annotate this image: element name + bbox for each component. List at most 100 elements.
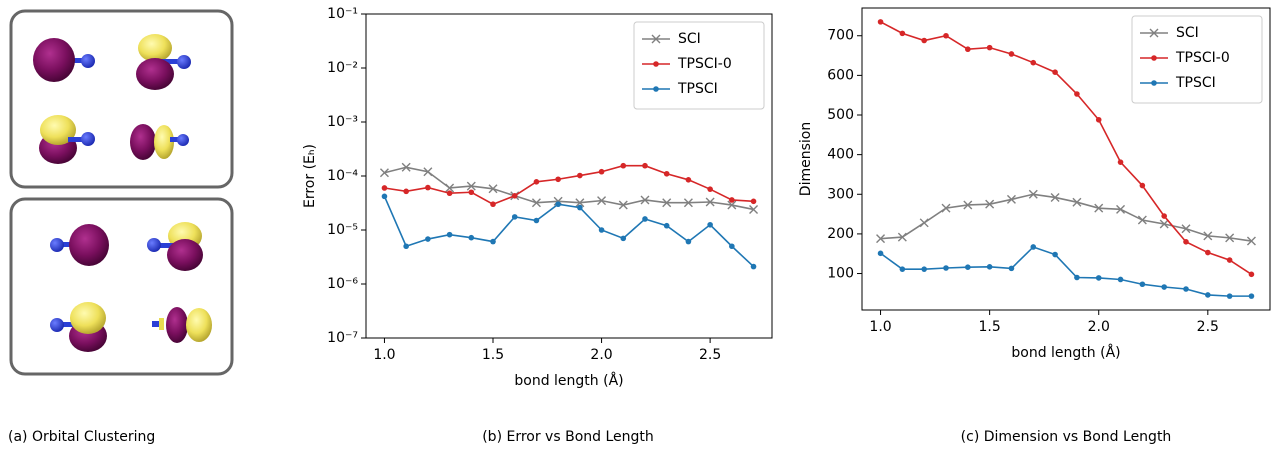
chart-caption: (b) Error vs Bond Length xyxy=(482,429,654,445)
marker xyxy=(597,196,607,206)
marker-x xyxy=(401,162,411,172)
x-tick-label: 2.0 xyxy=(1088,319,1110,335)
series-line xyxy=(880,193,1252,242)
marker xyxy=(1050,192,1060,202)
marker-x xyxy=(466,181,476,191)
marker xyxy=(511,192,518,199)
marker xyxy=(1137,215,1147,225)
legend-label: TPSCI xyxy=(677,81,718,97)
legend-marker xyxy=(1151,55,1157,61)
marker xyxy=(445,183,455,193)
y-tick-label: 10⁻² xyxy=(327,60,358,76)
y-tick-label: 200 xyxy=(827,226,854,242)
marker xyxy=(468,189,475,196)
orbital xyxy=(39,115,95,164)
marker-x xyxy=(897,232,907,242)
marker xyxy=(425,236,431,242)
marker-x xyxy=(963,200,973,210)
marker xyxy=(555,176,561,183)
marker-x xyxy=(941,203,951,213)
marker xyxy=(1226,293,1233,299)
chart: 1.0 1.5 2.0 2.5 100 200 300 400 500 600 700 bond le… xyxy=(798,7,1271,361)
marker xyxy=(1117,159,1124,165)
plot-frame xyxy=(861,7,1271,311)
marker xyxy=(897,232,907,242)
marker-x xyxy=(423,167,433,177)
marker xyxy=(1028,189,1038,199)
marker xyxy=(1181,224,1191,234)
marker xyxy=(1008,265,1015,272)
marker xyxy=(1159,219,1169,229)
marker xyxy=(1030,59,1037,66)
marker xyxy=(707,186,713,192)
marker xyxy=(381,185,388,191)
legend-marker xyxy=(1151,80,1157,86)
x-axis-label: bond length (Å) xyxy=(1011,344,1120,361)
marker xyxy=(943,265,949,271)
y-tick-label: 100 xyxy=(827,266,854,282)
orbital xyxy=(130,124,189,160)
marker xyxy=(749,204,759,214)
marker-x xyxy=(727,200,737,210)
marker xyxy=(877,19,884,25)
x-tick-label: 1.5 xyxy=(979,319,1001,335)
marker xyxy=(1116,204,1126,214)
marker-x xyxy=(640,195,650,205)
marker xyxy=(1052,69,1058,76)
marker xyxy=(446,231,453,238)
legend-label: TPSCI-0 xyxy=(677,56,732,72)
marker xyxy=(876,234,886,244)
marker xyxy=(899,30,906,37)
x-tick-label: 2.5 xyxy=(699,347,721,363)
marker xyxy=(921,37,927,44)
marker xyxy=(750,263,757,270)
legend: SCI TPSCI-0 TPSCI xyxy=(1131,15,1263,104)
marker-x xyxy=(618,200,628,210)
marker xyxy=(877,250,884,257)
y-tick-label: 10⁻⁶ xyxy=(327,276,358,292)
marker xyxy=(729,243,735,250)
marker xyxy=(965,46,971,53)
marker-x xyxy=(705,197,715,207)
marker xyxy=(683,198,693,208)
marker xyxy=(403,188,409,195)
marker-x xyxy=(985,199,995,209)
marker xyxy=(423,167,433,177)
marker-x xyxy=(1181,224,1191,234)
cluster-box xyxy=(9,9,234,189)
marker xyxy=(1030,244,1037,250)
marker xyxy=(1203,231,1213,241)
marker xyxy=(403,243,409,250)
legend-marker xyxy=(653,61,659,67)
marker xyxy=(1246,236,1256,246)
marker-x xyxy=(1050,192,1060,202)
legend: SCI TPSCI-0 TPSCI xyxy=(633,21,765,110)
marker xyxy=(642,162,648,169)
y-tick-label: 500 xyxy=(827,107,854,123)
legend-marker xyxy=(1149,28,1159,38)
marker xyxy=(663,170,670,177)
marker xyxy=(1008,51,1015,57)
marker xyxy=(965,264,971,270)
legend-box xyxy=(633,21,765,110)
marker xyxy=(1161,213,1167,219)
orbital xyxy=(136,34,191,90)
chart: 1.0 1.5 2.0 2.5 10⁻⁷ 10⁻⁶ 10⁻⁵ 10⁻⁴ 10⁻³ 10⁻² 10⁻¹… xyxy=(302,6,773,389)
marker xyxy=(531,198,541,208)
marker xyxy=(379,168,389,178)
chart-caption: (c) Dimension vs Bond Length xyxy=(961,429,1172,445)
marker-x xyxy=(1006,194,1016,204)
marker xyxy=(446,190,453,197)
marker xyxy=(1006,194,1016,204)
marker-x xyxy=(445,183,455,193)
marker xyxy=(1094,203,1104,213)
marker xyxy=(663,222,670,229)
marker xyxy=(985,199,995,209)
marker xyxy=(381,193,388,200)
marker xyxy=(662,198,672,208)
marker-x xyxy=(1225,233,1235,243)
marker xyxy=(533,179,540,185)
y-axis-label: Error (Eₕ) xyxy=(302,144,318,208)
legend-label: SCI xyxy=(678,31,701,47)
